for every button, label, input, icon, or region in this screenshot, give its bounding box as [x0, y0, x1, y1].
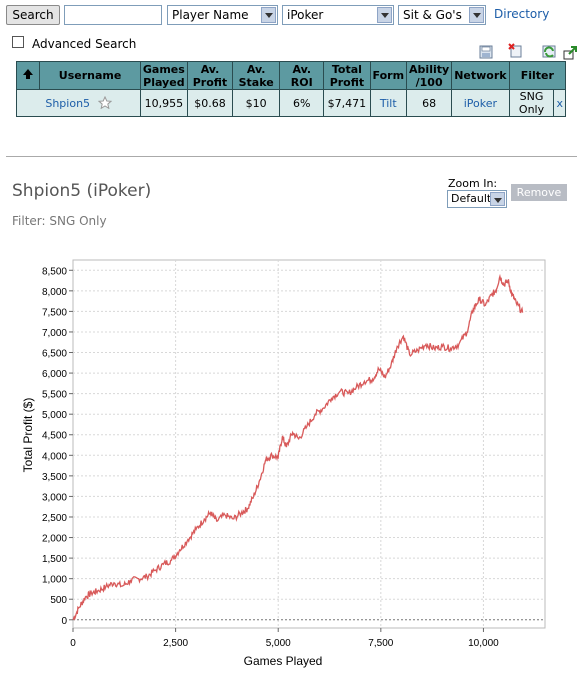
game-type-select[interactable]: Sit & Go's [398, 5, 486, 25]
x-tick-label: 7,500 [368, 638, 393, 649]
y-tick-label: 2,000 [42, 534, 67, 545]
search-input[interactable] [64, 5, 162, 25]
y-tick-label: 5,500 [42, 390, 67, 401]
network-select-value: iPoker [287, 8, 324, 22]
y-tick-label: 4,500 [42, 431, 67, 442]
y-tick-label: 3,000 [42, 492, 67, 503]
network-cell: iPoker [451, 89, 510, 117]
y-tick-label: 2,500 [42, 513, 67, 524]
advanced-search-label: Advanced Search [32, 37, 137, 51]
search-button[interactable]: Search [6, 5, 60, 25]
y-axis-label: Total Profit ($) [21, 398, 35, 473]
filter-text: Filter: SNG Only [12, 214, 107, 228]
username-cell: Shpion5 [16, 89, 141, 117]
username-link[interactable]: Shpion5 [45, 97, 91, 110]
header-network[interactable]: Network [451, 61, 510, 90]
x-tick-label: 10,000 [468, 638, 499, 649]
filter-cell: SNG Only [508, 89, 555, 117]
remove-button[interactable]: Remove [511, 184, 567, 201]
section-divider [6, 156, 577, 157]
header-form[interactable]: Form [369, 61, 408, 90]
directory-link[interactable]: Directory [494, 7, 550, 21]
y-tick-label: 7,500 [42, 307, 67, 318]
total-profit-cell: $7,471 [323, 89, 371, 117]
x-tick-label: 0 [70, 638, 76, 649]
y-tick-label: 6,000 [42, 369, 67, 380]
header-av-stake[interactable]: Av. Stake [232, 61, 281, 90]
chevron-down-icon [377, 7, 392, 23]
player-title: Shpion5 (iPoker) [12, 181, 152, 201]
profit-chart: 0 500 1,000 1,500 2,000 2,500 3,000 3,500 4,000 4… [21, 259, 546, 668]
header-av-profit[interactable]: Av. Profit [186, 61, 234, 90]
header-total-profit[interactable]: Total Profit [323, 61, 371, 90]
y-axis-ticks: 0 500 1,000 1,500 2,000 2,500 3,000 3,500 4,000 4… [42, 266, 73, 627]
header-filter[interactable]: Filter [508, 61, 567, 90]
save-icon[interactable] [478, 44, 494, 60]
chevron-down-icon [490, 192, 505, 206]
form-cell: Tilt [369, 89, 408, 117]
av-roi-cell: 6% [279, 89, 325, 117]
game-type-select-value: Sit & Go's [403, 8, 462, 22]
y-tick-label: 1,000 [42, 575, 67, 586]
y-tick-label: 0 [61, 616, 67, 627]
sort-header[interactable] [15, 61, 41, 90]
chevron-down-icon [261, 7, 276, 23]
games-played-cell: 10,955 [139, 89, 188, 117]
y-tick-label: 7,000 [42, 328, 67, 339]
av-stake-cell: $10 [232, 89, 281, 117]
header-av-roi[interactable]: Av. ROI [279, 61, 325, 90]
field-select-value: Player Name [172, 8, 249, 22]
network-select[interactable]: iPoker [282, 5, 394, 25]
y-tick-label: 5,000 [42, 410, 67, 421]
av-profit-cell: $0.68 [186, 89, 234, 117]
plot-area [72, 259, 546, 629]
delete-icon[interactable] [508, 43, 524, 59]
y-tick-label: 500 [50, 595, 67, 606]
y-tick-label: 3,500 [42, 472, 67, 483]
player-stats-table: Username Games Played Av. Profit Av. Sta… [15, 61, 567, 117]
x-tick-label: 2,500 [163, 638, 188, 649]
zoom-label: Zoom In: [448, 177, 498, 190]
header-games-played[interactable]: Games Played [139, 61, 188, 90]
x-tick-label: 5,000 [266, 638, 291, 649]
total-profit-line [72, 273, 524, 621]
zoom-select-value: Default [451, 192, 492, 205]
refresh-icon[interactable] [541, 43, 557, 59]
star-icon[interactable] [97, 95, 112, 110]
y-tick-label: 8,500 [42, 266, 67, 277]
network-link[interactable]: iPoker [463, 96, 498, 110]
ability-cell: 68 [406, 89, 453, 117]
form-link[interactable]: Tilt [379, 96, 397, 110]
remove-row-cell: x [553, 89, 566, 117]
y-tick-label: 4,000 [42, 451, 67, 462]
x-axis-ticks: 0 2,500 5,000 7,500 10,000 [70, 628, 499, 649]
y-tick-label: 1,500 [42, 554, 67, 565]
table-row: Shpion5 10,955 $0.68 $10 6% $7,471 Tilt … [16, 89, 566, 117]
header-ability[interactable]: Ability /100 [406, 61, 453, 90]
y-tick-label: 6,500 [42, 349, 67, 360]
table-header-row: Username Games Played Av. Profit Av. Sta… [15, 61, 567, 90]
grid-lines [73, 260, 545, 628]
header-username[interactable]: Username [39, 61, 141, 90]
advanced-search-checkbox[interactable] [12, 36, 24, 48]
remove-row-button[interactable]: x [556, 96, 563, 110]
zoom-select[interactable]: Default [447, 190, 507, 208]
x-axis-label: Games Played [244, 654, 323, 668]
popout-icon[interactable] [563, 45, 577, 61]
sort-up-arrow-icon [23, 69, 34, 79]
chevron-down-icon [469, 7, 484, 23]
y-tick-label: 8,000 [42, 287, 67, 298]
field-select[interactable]: Player Name [167, 5, 278, 25]
